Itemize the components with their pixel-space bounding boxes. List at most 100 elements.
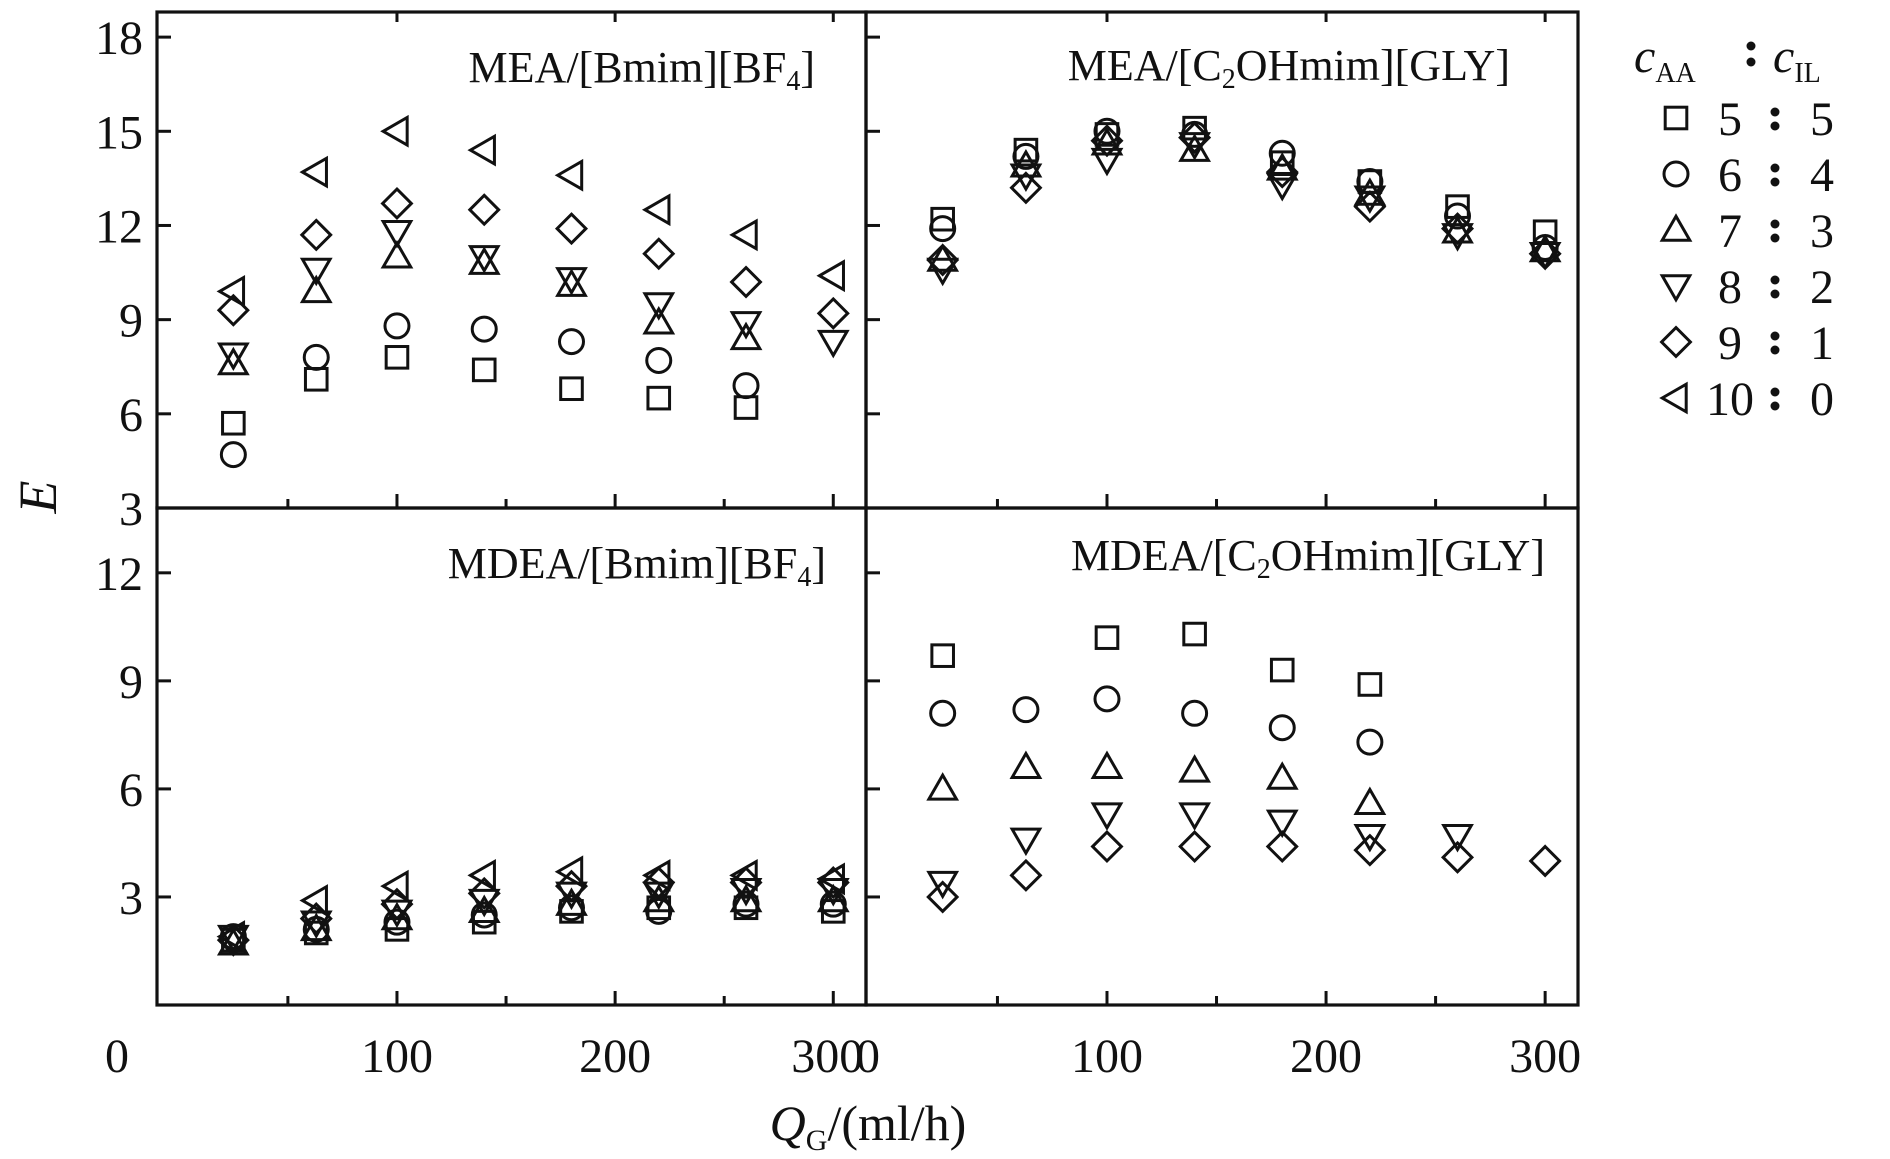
data-point-triangle-up xyxy=(380,240,414,269)
data-point-circle xyxy=(1181,699,1209,727)
legend-colon-dot xyxy=(1770,177,1780,187)
x-tick-label: 200 xyxy=(579,1030,651,1083)
data-point-circle xyxy=(645,346,673,374)
data-point-diamond xyxy=(1528,237,1562,271)
data-point-diamond xyxy=(926,880,960,914)
legend-colon-dot xyxy=(1770,275,1780,285)
data-point-triangle-up xyxy=(816,883,850,913)
data-point-triangle-down xyxy=(1178,802,1212,831)
data-point-square xyxy=(384,345,410,370)
x-tick-label: 100 xyxy=(1071,1030,1143,1083)
data-point-triangle-down xyxy=(926,257,960,287)
data-point-circle xyxy=(302,343,330,371)
x-tick-label: 100 xyxy=(361,1030,433,1083)
data-point-triangle-left xyxy=(380,114,409,148)
data-point-triangle-left xyxy=(380,869,409,903)
data-point-diamond xyxy=(1353,190,1387,224)
y-tick-label: 9 xyxy=(119,295,143,348)
legend-colon-dot xyxy=(1770,219,1780,229)
data-point-diamond xyxy=(1265,155,1299,189)
legend-ratio-il: 3 xyxy=(1810,205,1834,258)
data-point-square xyxy=(471,357,497,383)
data-point-triangle-up xyxy=(467,894,501,924)
data-point-diamond xyxy=(1009,858,1043,892)
data-point-circle xyxy=(557,894,585,922)
legend-colon-dot xyxy=(1770,345,1780,355)
panel-title: MDEA/[C2OHmim][GLY] xyxy=(1071,531,1545,585)
x-tick-label: 200 xyxy=(1290,1030,1362,1083)
legend-ratio-aa: 7 xyxy=(1718,205,1742,258)
series-triangle-up xyxy=(926,750,1387,816)
data-point-square xyxy=(559,376,584,402)
data-point-circle xyxy=(732,372,760,400)
legend-ratio-il: 5 xyxy=(1810,93,1834,146)
data-point-triangle-left xyxy=(554,855,584,889)
data-point-diamond xyxy=(1353,833,1387,867)
series-square xyxy=(930,621,1383,697)
data-point-triangle-up xyxy=(299,274,333,304)
data-point-square xyxy=(1094,625,1120,650)
data-point-circle xyxy=(1268,139,1296,167)
data-point-triangle-up xyxy=(555,887,588,916)
data-point-triangle-left xyxy=(216,920,246,953)
data-point-diamond xyxy=(1178,121,1212,155)
legend-ratio-aa: 6 xyxy=(1718,149,1742,202)
data-point-triangle-left xyxy=(641,858,671,892)
y-tick-label: 9 xyxy=(119,656,143,709)
y-axis-label: E xyxy=(8,481,68,515)
data-point-triangle-down xyxy=(299,257,333,287)
x-tick-label: 300 xyxy=(791,1030,863,1083)
data-point-circle xyxy=(1093,117,1121,145)
series-square xyxy=(221,345,759,436)
data-point-diamond xyxy=(380,186,414,221)
panel-bottom-left: 3 6 9 12 0 100 200 300 MDEA/[Bmim][BF4] xyxy=(95,506,868,1083)
series-diamond xyxy=(216,186,850,330)
legend-marker-triangle-down xyxy=(1659,274,1693,303)
legend-ratio-il: 2 xyxy=(1810,261,1834,314)
legend-entry: 10 0 xyxy=(1659,373,1834,426)
legend-header-il: cIL xyxy=(1773,30,1821,89)
legend-ratio-il: 0 xyxy=(1810,373,1834,426)
axis-labels: E QG/(ml/h) xyxy=(8,481,966,1158)
data-point-triangle-left xyxy=(729,218,758,252)
legend-ratio-il: 1 xyxy=(1810,317,1834,370)
data-point-diamond xyxy=(1440,212,1475,246)
x-tick-label: 300 xyxy=(1509,1030,1581,1083)
series-triangle-left xyxy=(216,114,845,308)
data-point-circle xyxy=(1012,696,1040,724)
legend-ratio-aa: 8 xyxy=(1718,261,1742,314)
data-point-triangle-down xyxy=(1009,827,1043,857)
series-diamond xyxy=(926,830,1562,914)
data-point-triangle-down xyxy=(1353,824,1387,853)
data-point-triangle-down xyxy=(380,220,414,249)
data-point-square xyxy=(303,366,329,392)
data-point-triangle-up xyxy=(1528,233,1562,263)
data-point-triangle-down xyxy=(1090,147,1124,177)
x-axis-label: QG/(ml/h) xyxy=(770,1095,967,1157)
data-point-triangle-down xyxy=(1265,172,1299,202)
data-point-triangle-up xyxy=(1009,750,1043,780)
data-point-triangle-down xyxy=(1090,802,1124,831)
data-point-triangle-up xyxy=(926,772,960,801)
data-point-triangle-up xyxy=(1353,177,1387,206)
panel-bottom-right: 0 100 200 300 MDEA/[C2OHmim][GLY] xyxy=(856,506,1581,1083)
y-tick-label: 3 xyxy=(119,483,143,536)
data-point-square xyxy=(1182,621,1207,647)
data-point-diamond xyxy=(642,237,676,271)
data-point-circle xyxy=(1444,202,1472,230)
data-point-triangle-left xyxy=(816,259,845,293)
legend-ratio-aa: 5 xyxy=(1718,93,1742,146)
data-point-triangle-down xyxy=(1009,163,1043,193)
y-tick-label: 6 xyxy=(119,389,143,442)
legend-colon-dot xyxy=(1746,41,1756,51)
series-circle xyxy=(929,685,1384,756)
legend-colon-dot xyxy=(1770,401,1780,411)
data-point-circle xyxy=(1012,142,1040,170)
data-point-triangle-down xyxy=(555,267,588,296)
legend-marker-circle xyxy=(1662,160,1690,188)
data-point-triangle-up xyxy=(1090,750,1124,780)
